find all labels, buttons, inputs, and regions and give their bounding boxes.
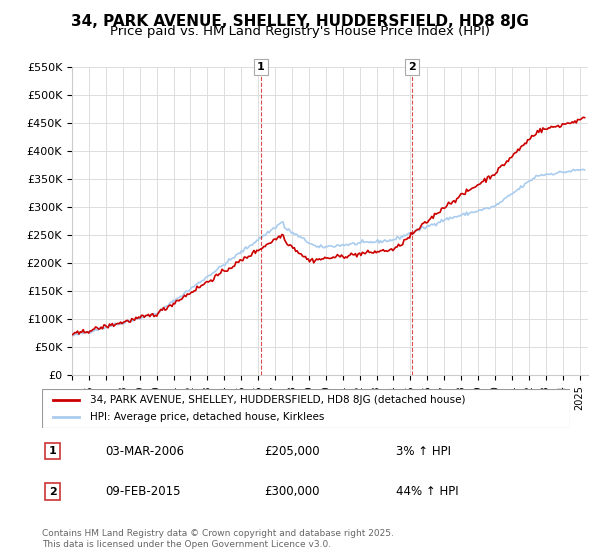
Text: Contains HM Land Registry data © Crown copyright and database right 2025.
This d: Contains HM Land Registry data © Crown c… [42,529,394,549]
Text: 2: 2 [49,487,56,497]
FancyBboxPatch shape [42,389,570,428]
Text: £300,000: £300,000 [264,485,319,498]
Text: £205,000: £205,000 [264,445,319,458]
Text: 03-MAR-2006: 03-MAR-2006 [106,445,184,458]
Text: Price paid vs. HM Land Registry's House Price Index (HPI): Price paid vs. HM Land Registry's House … [110,25,490,38]
Text: 09-FEB-2015: 09-FEB-2015 [106,485,181,498]
Text: 1: 1 [257,62,265,72]
Text: 44% ↑ HPI: 44% ↑ HPI [396,485,458,498]
Text: 34, PARK AVENUE, SHELLEY, HUDDERSFIELD, HD8 8JG: 34, PARK AVENUE, SHELLEY, HUDDERSFIELD, … [71,14,529,29]
Text: 3% ↑ HPI: 3% ↑ HPI [396,445,451,458]
Text: 2: 2 [408,62,416,72]
Text: 1: 1 [49,446,56,456]
Text: 34, PARK AVENUE, SHELLEY, HUDDERSFIELD, HD8 8JG (detached house): 34, PARK AVENUE, SHELLEY, HUDDERSFIELD, … [89,395,465,405]
Text: HPI: Average price, detached house, Kirklees: HPI: Average price, detached house, Kirk… [89,412,324,422]
